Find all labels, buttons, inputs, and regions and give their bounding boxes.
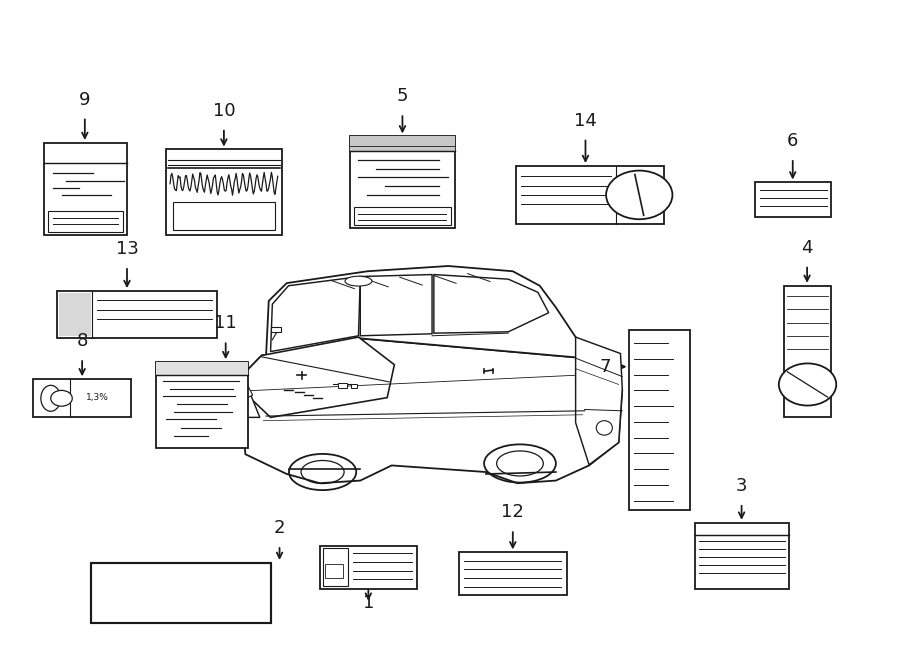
Bar bbox=[322, 549, 347, 586]
Text: 8: 8 bbox=[76, 332, 88, 350]
Text: 5: 5 bbox=[397, 87, 409, 105]
Circle shape bbox=[606, 171, 672, 219]
Text: 13: 13 bbox=[115, 240, 139, 258]
Bar bbox=[459, 553, 567, 595]
Ellipse shape bbox=[596, 420, 612, 435]
Ellipse shape bbox=[345, 276, 372, 286]
Bar bbox=[351, 385, 356, 389]
Bar bbox=[48, 212, 122, 232]
Polygon shape bbox=[233, 378, 260, 417]
Text: 3: 3 bbox=[736, 477, 747, 495]
Bar bbox=[784, 286, 832, 417]
Bar bbox=[517, 166, 664, 224]
Bar bbox=[156, 362, 248, 375]
Bar bbox=[755, 182, 832, 217]
Bar bbox=[173, 202, 275, 230]
Bar bbox=[354, 207, 451, 225]
Text: 11: 11 bbox=[214, 315, 237, 332]
Circle shape bbox=[778, 364, 836, 406]
Text: 12: 12 bbox=[501, 504, 524, 522]
Bar bbox=[156, 362, 248, 447]
Bar bbox=[349, 136, 455, 151]
Bar bbox=[43, 143, 127, 235]
Text: 4: 4 bbox=[801, 239, 813, 256]
Polygon shape bbox=[266, 266, 585, 358]
Bar bbox=[271, 327, 282, 332]
Text: 9: 9 bbox=[79, 91, 91, 108]
Text: 1: 1 bbox=[363, 594, 374, 612]
Circle shape bbox=[50, 391, 72, 407]
Text: 6: 6 bbox=[788, 132, 798, 150]
Text: 2: 2 bbox=[274, 519, 285, 537]
Bar bbox=[32, 379, 131, 417]
Bar bbox=[58, 293, 91, 336]
Ellipse shape bbox=[40, 385, 60, 411]
Polygon shape bbox=[235, 338, 622, 483]
Polygon shape bbox=[434, 274, 549, 333]
Bar bbox=[320, 546, 417, 588]
Bar bbox=[166, 149, 283, 235]
Polygon shape bbox=[271, 276, 360, 352]
Text: 1,3%: 1,3% bbox=[86, 393, 109, 402]
Bar bbox=[91, 563, 271, 623]
Bar bbox=[325, 564, 343, 578]
Bar bbox=[349, 136, 455, 229]
Polygon shape bbox=[360, 274, 432, 336]
Text: 10: 10 bbox=[212, 102, 235, 120]
Bar bbox=[338, 383, 346, 389]
Bar bbox=[629, 330, 690, 510]
Bar bbox=[695, 523, 789, 588]
Text: 7: 7 bbox=[600, 358, 611, 375]
Polygon shape bbox=[238, 385, 253, 401]
Bar bbox=[57, 291, 217, 338]
Polygon shape bbox=[576, 337, 622, 465]
Text: 14: 14 bbox=[574, 112, 597, 130]
Polygon shape bbox=[235, 337, 394, 417]
